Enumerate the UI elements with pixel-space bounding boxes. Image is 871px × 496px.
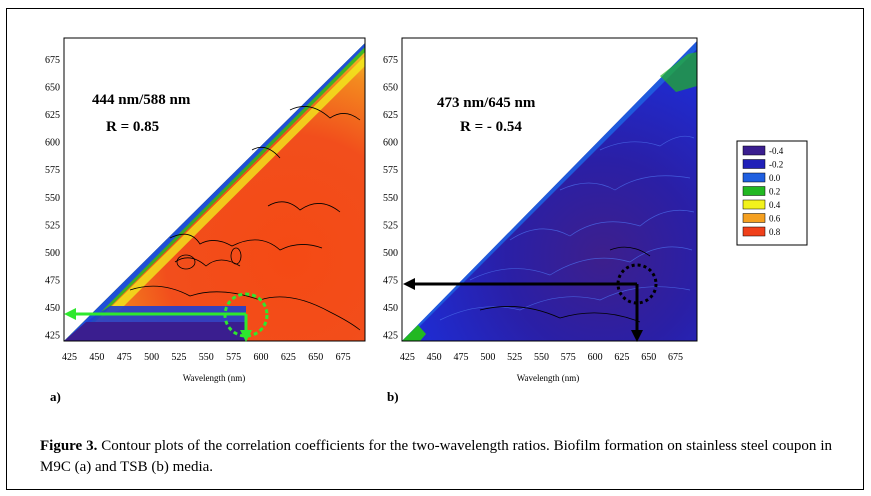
panel-b-xlabel: Wavelength (nm) <box>517 373 580 383</box>
legend-label: 0.2 <box>769 187 780 197</box>
panel-b-marker <box>616 263 658 305</box>
panel-a-y-tick: 550 <box>45 193 60 204</box>
panel-a-y-tick: 425 <box>45 330 60 341</box>
panel-a-x-tick: 550 <box>199 352 214 363</box>
panel-a-annotation: 444 nm/588 nm <box>92 92 191 108</box>
panel-a-y-tick: 675 <box>45 55 60 66</box>
panel-b-arrowhead-h <box>403 278 415 290</box>
legend-label: -0.4 <box>769 146 784 156</box>
legend-label: 0.6 <box>769 214 781 224</box>
panel-b-y-tick: 425 <box>383 330 398 341</box>
panel-b-x-tick: 500 <box>480 352 495 363</box>
panel-b-x-tick: 675 <box>668 352 683 363</box>
panel-b-x-tick: 600 <box>588 352 603 363</box>
panel-a: 444 nm/588 nm R = 0.85 Wavelength (nm) a… <box>45 37 366 404</box>
panel-b-green-top <box>660 52 697 92</box>
panel-b-y-tick: 600 <box>383 138 398 149</box>
color-legend: -0.4 -0.2 0.0 0.2 0.4 0.6 0.8 <box>736 140 808 246</box>
panel-a-x-tick: 425 <box>62 352 77 363</box>
panel-b-x-tick: 625 <box>614 352 629 363</box>
panel-b-y-tick: 650 <box>383 83 398 94</box>
panel-a-edge-blue <box>64 43 365 341</box>
panel-a-x-tick: 675 <box>336 352 351 363</box>
panel-a-edge-yellow <box>100 56 365 318</box>
legend-label: -0.2 <box>769 160 783 170</box>
panel-b-ticks: 425 450 475 500 525 550 575 600 625 650 675 425 450 4… <box>383 55 683 363</box>
panel-b-x-tick: 575 <box>561 352 576 363</box>
legend-swatch <box>742 226 766 237</box>
panel-a-frame <box>63 37 366 342</box>
panel-a-y-tick: 625 <box>45 110 60 121</box>
caption-figure-number: Figure 3 <box>40 438 94 454</box>
panel-a-y-tick: 500 <box>45 248 60 259</box>
panel-b-y-tick: 625 <box>383 110 398 121</box>
panel-b-contours <box>439 135 695 321</box>
caption-text: Contour plots of the correlation coeffic… <box>40 438 832 475</box>
panel-a-y-tick: 600 <box>45 138 60 149</box>
panel-a-y-tick: 475 <box>45 275 60 286</box>
legend-swatch <box>742 186 766 196</box>
panel-a-y-tick: 450 <box>45 303 60 314</box>
legend-swatch <box>742 145 766 156</box>
panel-b-edge <box>402 41 697 341</box>
panel-a-arrowhead-v <box>240 330 252 342</box>
caption-dot: . <box>93 438 98 454</box>
panel-a-y-tick: 650 <box>45 83 60 94</box>
panel-b-arrowhead-v <box>631 330 643 342</box>
panel-b-y-tick: 525 <box>383 220 398 231</box>
panel-b-x-tick: 475 <box>454 352 469 363</box>
panel-b-y-tick: 475 <box>383 275 398 286</box>
panel-b-x-tick: 650 <box>641 352 656 363</box>
legend-swatch <box>742 199 766 210</box>
figure-caption: Figure 3. Contour plots of the correlati… <box>40 436 832 478</box>
panel-b-x-tick: 425 <box>400 352 415 363</box>
panel-a-bottom-band <box>64 322 246 341</box>
panel-a-x-tick: 600 <box>254 352 269 363</box>
panel-a-ticks: 425 450 475 500 525 550 575 600 625 650 675 425 450 4… <box>45 55 351 363</box>
panel-a-r-value: R = 0.85 <box>106 119 159 135</box>
panel-a-arrowhead-h <box>64 308 76 320</box>
panel-a-label: a) <box>50 389 61 404</box>
panel-b-frame <box>401 37 698 342</box>
panel-a-x-tick: 475 <box>117 352 132 363</box>
panel-b-label: b) <box>387 389 399 404</box>
panel-a-x-tick: 525 <box>171 352 186 363</box>
legend-label: 0.0 <box>769 173 781 183</box>
legend-label: 0.8 <box>769 227 781 237</box>
panel-b-y-tick: 675 <box>383 55 398 66</box>
panel-b-y-tick: 550 <box>383 193 398 204</box>
panel-b-x-tick: 450 <box>427 352 442 363</box>
panel-a-x-tick: 625 <box>281 352 296 363</box>
panel-a-x-tick: 500 <box>144 352 159 363</box>
panel-a-x-tick: 650 <box>308 352 323 363</box>
panel-b-contours-dark <box>479 246 651 323</box>
panel-b-green-corner <box>402 325 426 341</box>
panel-b-x-tick: 550 <box>534 352 549 363</box>
panel-b-annotation: 473 nm/645 nm <box>437 95 536 111</box>
legend-swatch <box>742 213 766 223</box>
panel-b-y-tick: 575 <box>383 165 398 176</box>
figure-frame <box>6 8 864 490</box>
panel-b: 473 nm/645 nm R = - 0.54 Wavelength (nm)… <box>383 37 698 404</box>
panel-a-x-tick: 575 <box>226 352 241 363</box>
legend-swatch <box>742 159 766 169</box>
panel-b-y-tick: 500 <box>383 248 398 259</box>
legend-swatch <box>742 172 766 183</box>
legend-label: 0.4 <box>769 200 781 210</box>
panel-a-y-tick: 575 <box>45 165 60 176</box>
panel-a-y-tick: 525 <box>45 220 60 231</box>
panel-b-x-tick: 525 <box>507 352 522 363</box>
panel-a-xlabel: Wavelength (nm) <box>183 373 246 383</box>
panel-b-y-tick: 450 <box>383 303 398 314</box>
panel-b-r-value: R = - 0.54 <box>460 119 522 135</box>
panel-a-x-tick: 450 <box>89 352 104 363</box>
